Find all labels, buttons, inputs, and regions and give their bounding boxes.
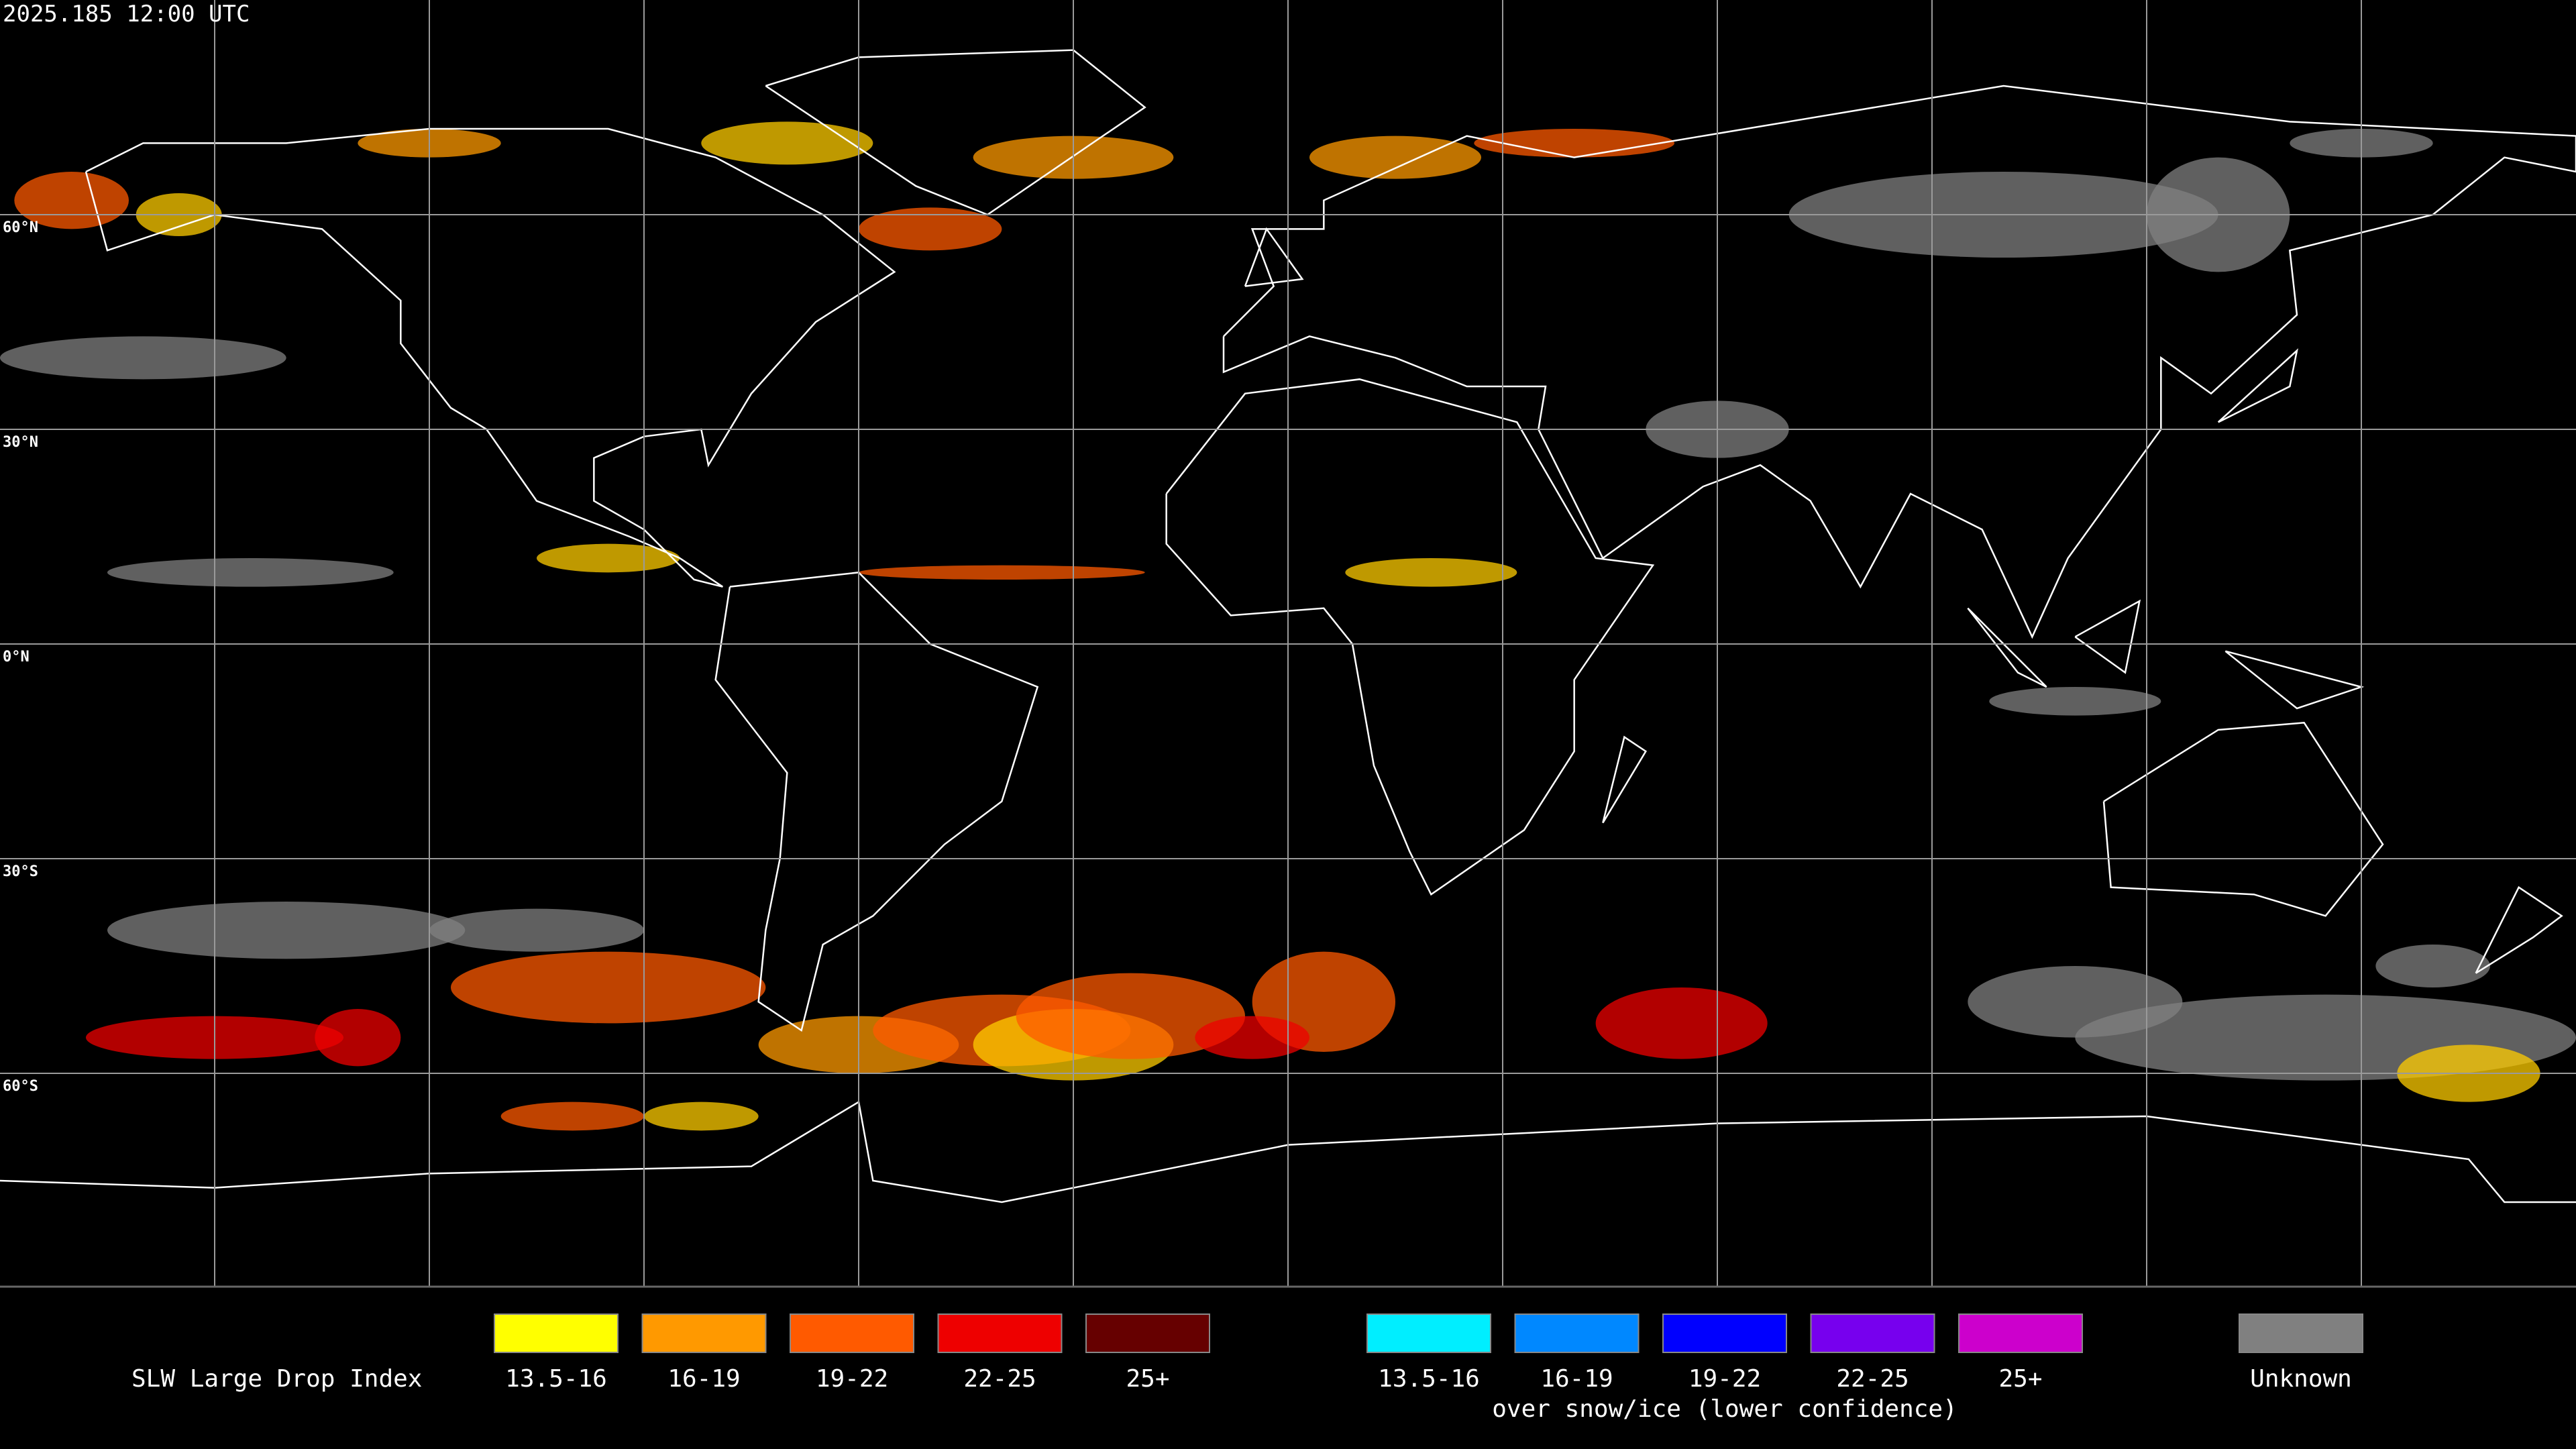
legend-swatch [937, 1313, 1063, 1353]
graticule [0, 0, 2576, 1287]
coastline [85, 127, 896, 588]
legend-label: 16-19 [667, 1365, 740, 1393]
coastline [2224, 650, 2365, 710]
coastline [1602, 735, 1648, 824]
legend-swatch [1085, 1313, 1210, 1353]
legend-swatch [1662, 1313, 1787, 1353]
legend-label: 25+ [1998, 1365, 2042, 1393]
coastline [2074, 599, 2141, 674]
latitude-label: 60°S [3, 1078, 38, 1095]
coastline [2475, 885, 2563, 974]
cloud-blob [0, 336, 286, 380]
legend-swatch [1514, 1313, 1640, 1353]
cloud-blob [858, 207, 1002, 251]
cloud-blob [2375, 945, 2491, 988]
latitude-label: 0°N [3, 649, 30, 665]
latitude-label: 30°S [3, 863, 38, 880]
cloud-blob [429, 908, 645, 952]
legend-label: 22-25 [963, 1365, 1036, 1393]
coastline [1244, 227, 1304, 287]
latitude-label: 60°N [3, 219, 38, 236]
cloud-blob [107, 902, 466, 959]
coastline [1222, 85, 2576, 639]
legend-title: SLW Large Drop Index [131, 1365, 422, 1393]
coastline [2102, 722, 2384, 917]
cloud-blob [858, 565, 1145, 580]
cloud-blob [1989, 686, 2161, 716]
legend-label: 22-25 [1836, 1365, 1909, 1393]
cloud-blob [1309, 136, 1482, 179]
legend-swatch [1366, 1313, 1491, 1353]
cloud-blob [107, 557, 394, 587]
cloud-blob [1345, 557, 1517, 587]
coastline [1165, 378, 1655, 896]
coastline [2217, 348, 2298, 423]
cloud-blob [450, 951, 766, 1024]
cloud-blob [1595, 987, 1768, 1059]
legend-label: 16-19 [1540, 1365, 1613, 1393]
legend-swatch [494, 1313, 619, 1353]
legend-swatch [1958, 1313, 2083, 1353]
cloud-blob [1474, 128, 1675, 158]
cloud-blob [500, 1102, 644, 1131]
cloud-blob [1968, 966, 2183, 1038]
coastline [1967, 607, 2047, 688]
legend-label: 13.5-16 [1378, 1365, 1480, 1393]
legend-label: Unknown [2250, 1365, 2352, 1393]
cloud-blob [315, 1009, 401, 1067]
cloud-blob [1195, 1016, 1310, 1059]
legend-label: 19-22 [1688, 1365, 1761, 1393]
legend-label: 25+ [1126, 1365, 1169, 1393]
legend-swatch [2239, 1313, 2363, 1353]
legend-label: 19-22 [816, 1365, 888, 1393]
legend: SLW Large Drop Index 13.5-16 16-19 19-22 22-… [131, 1313, 2363, 1423]
coastline [714, 572, 1039, 1032]
latitude-label: 30°N [3, 434, 38, 451]
cloud-blob [701, 121, 873, 165]
legend-swatch [1810, 1313, 1935, 1353]
timestamp: 2025.185 12:00 UTC [3, 1, 250, 28]
cloud-blob [643, 1102, 759, 1131]
legend-caption: over snow/ice (lower confidence) [1492, 1395, 1957, 1423]
legend-swatch [641, 1313, 767, 1353]
legend-swatch [790, 1313, 914, 1353]
legend-label: 13.5-16 [505, 1365, 607, 1393]
